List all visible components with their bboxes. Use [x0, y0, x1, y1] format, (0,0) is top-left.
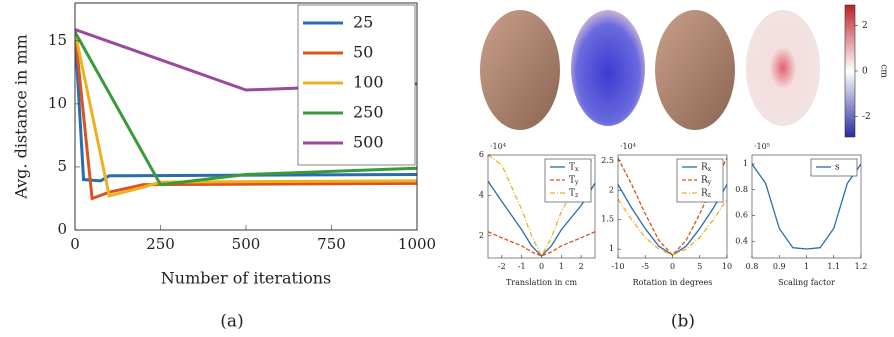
y-tick-label: 6: [479, 150, 484, 159]
series-line: [618, 199, 727, 255]
caption: (a): [220, 312, 243, 332]
colorbar-tick-label: -2: [862, 112, 871, 122]
y-tick-label: 2.5: [601, 156, 614, 165]
x-tick-label: 1.1: [827, 262, 840, 271]
figure: cm (a) (b) 20-202505007501000051015Numbe…: [0, 0, 894, 337]
x-tick-label: 0: [670, 262, 675, 271]
legend-label: 250: [353, 103, 384, 122]
y-tick-label: 0.6: [735, 211, 748, 220]
x-tick-label: 5: [697, 262, 702, 271]
x-tick-label: 10: [722, 262, 732, 271]
x-tick-label: 1: [804, 262, 809, 271]
colorbar-tick-label: 0: [862, 67, 868, 77]
y-axis-label: Avg. distance in mm: [12, 34, 31, 200]
y-multiplier: ·10⁴: [490, 142, 506, 151]
colorbar-tick-label: 2: [862, 21, 868, 31]
y-tick-label: 0: [57, 220, 67, 238]
face-image: [480, 10, 560, 130]
x-tick-label: 0.9: [773, 262, 786, 271]
x-tick-label: 1.2: [855, 262, 868, 271]
legend-label: 500: [353, 133, 384, 152]
y-multiplier: ·10⁵: [754, 142, 770, 151]
y-tick-label: 1.5: [601, 215, 614, 224]
x-tick-label: -2: [498, 262, 506, 271]
y-tick-label: 15: [48, 31, 67, 49]
y-tick-label: 0.8: [735, 185, 748, 194]
series-line: [752, 164, 861, 249]
y-tick-label: 10: [48, 94, 67, 112]
x-tick-label: 1: [559, 262, 564, 271]
x-tick-label: 0.8: [746, 262, 759, 271]
face-error-map: [571, 10, 645, 126]
x-tick-label: 750: [317, 235, 346, 253]
y-tick-label: 1: [609, 244, 614, 253]
x-axis-label: Rotation in degrees: [633, 278, 713, 287]
legend-label: 100: [353, 73, 384, 92]
y-tick-label: 2: [479, 231, 484, 240]
y-tick-label: 4: [479, 190, 484, 199]
x-tick-label: 0: [539, 262, 544, 271]
x-tick-label: -1: [518, 262, 526, 271]
y-tick-label: 5: [57, 157, 67, 175]
colorbar: [845, 5, 855, 137]
series-line: [488, 232, 595, 256]
x-tick-label: 1000: [398, 235, 436, 253]
x-tick-label: 2: [579, 262, 584, 271]
legend-label: 25: [353, 13, 373, 32]
x-axis-label: Translation in cm: [506, 278, 578, 287]
face-error-map: [746, 10, 820, 126]
y-tick-label: 2: [609, 185, 614, 194]
x-tick-label: -5: [641, 262, 649, 271]
y-tick-label: 0.4: [735, 236, 748, 245]
colorbar-label: cm: [879, 64, 889, 78]
x-tick-label: 500: [232, 235, 261, 253]
caption: (b): [671, 312, 695, 332]
legend-label: s: [835, 163, 840, 173]
face-image: [655, 10, 735, 130]
x-axis-label: Number of iterations: [161, 269, 331, 288]
x-tick-label: 250: [146, 235, 175, 253]
legend-label: 50: [353, 43, 373, 62]
y-tick-label: 1: [743, 159, 748, 168]
x-tick-label: -10: [612, 262, 625, 271]
x-axis-label: Scaling factor: [778, 278, 835, 287]
y-multiplier: ·10⁴: [620, 142, 636, 151]
x-tick-label: 0: [70, 235, 80, 253]
